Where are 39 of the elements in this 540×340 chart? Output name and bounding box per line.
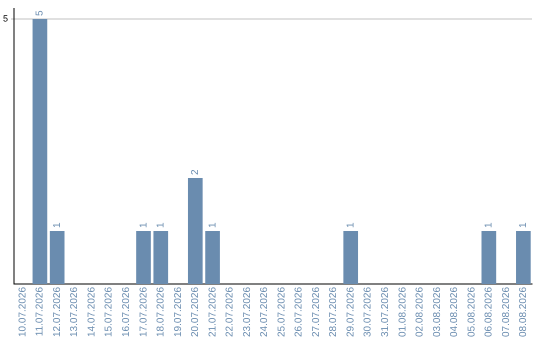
x-tick-label: 14.07.2026 xyxy=(86,286,98,338)
x-tick-label: 22.07.2026 xyxy=(224,286,236,338)
x-tick-label: 29.07.2026 xyxy=(345,286,356,338)
data-label: 1 xyxy=(138,222,150,228)
x-tick-label: 04.08.2026 xyxy=(449,286,460,338)
x-tick-label: 15.07.2026 xyxy=(104,286,115,338)
data-label: 2 xyxy=(190,168,202,175)
data-label: 1 xyxy=(518,222,530,228)
x-tick-label: 17.07.2026 xyxy=(138,286,150,338)
x-tick-label: 23.07.2026 xyxy=(242,286,253,338)
data-label: 1 xyxy=(207,222,218,228)
x-tick-label: 12.07.2026 xyxy=(52,286,63,338)
x-tick-label: 01.08.2026 xyxy=(397,286,408,338)
x-tick-label: 24.07.2026 xyxy=(259,286,270,338)
x-tick-label: 31.07.2026 xyxy=(380,286,391,338)
x-tick-label: 07.08.2026 xyxy=(500,286,512,338)
x-tick-label: 20.07.2026 xyxy=(190,286,202,338)
x-tick-label: 11.07.2026 xyxy=(34,286,46,336)
x-tick-label: 30.07.2026 xyxy=(362,286,374,338)
x-tick-label: 08.08.2026 xyxy=(518,286,530,338)
x-tick-label: 19.07.2026 xyxy=(172,286,184,338)
x-tick-label: 25.07.2026 xyxy=(276,286,288,338)
x-tick-label: 16.07.2026 xyxy=(120,286,132,338)
x-tick-label: 03.08.2026 xyxy=(432,286,443,338)
data-label: 5 xyxy=(34,10,46,16)
x-tick-label: 28.07.2026 xyxy=(328,286,340,338)
x-tick-label: 27.07.2026 xyxy=(310,286,322,338)
x-tick-label: 10.07.2026 xyxy=(17,286,28,338)
x-tick-label: 02.08.2026 xyxy=(414,286,426,338)
x-tick-label: 13.07.2026 xyxy=(69,286,80,338)
x-tick-label: 05.08.2026 xyxy=(466,286,478,338)
x-tick-label: 06.08.2026 xyxy=(484,286,495,338)
data-label: 1 xyxy=(345,222,356,228)
x-tick-label: 26.07.2026 xyxy=(294,286,305,338)
data-label: 1 xyxy=(156,222,167,228)
data-label: 1 xyxy=(484,222,495,228)
x-tick-label: 18.07.2026 xyxy=(156,286,167,338)
x-tick-label: 21.07.2026 xyxy=(207,286,218,338)
data-label: 1 xyxy=(52,222,63,228)
